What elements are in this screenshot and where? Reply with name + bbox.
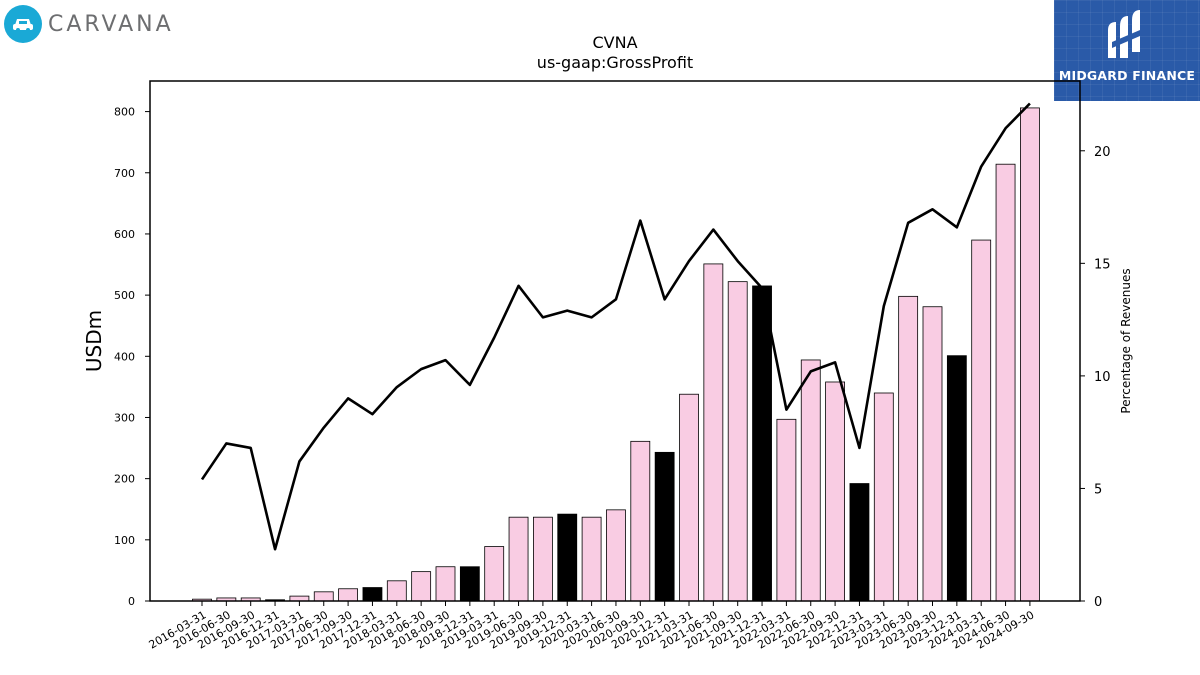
- bar-2022-03-31: [776, 418, 797, 602]
- bar-2017-06-30: [313, 591, 334, 602]
- bar-2023-06-30: [898, 295, 919, 602]
- y-tick-label: 100: [114, 534, 135, 547]
- y2-tick-label: 0: [1094, 595, 1102, 610]
- bar-2022-12-31: [849, 483, 870, 602]
- y2-tick-label: 5: [1094, 482, 1102, 497]
- bar-2017-12-31: [362, 587, 383, 602]
- y2-axis-label: Percentage of Revenues: [1119, 268, 1133, 413]
- y-tick-label: 500: [114, 289, 135, 302]
- bar-2023-03-31: [873, 392, 894, 602]
- bar-2021-06-30: [703, 263, 724, 602]
- bar-2022-06-30: [800, 359, 821, 602]
- bar-2024-09-30: [1020, 107, 1040, 602]
- bar-2019-06-30: [508, 516, 529, 602]
- bar-2023-09-30: [922, 306, 943, 602]
- plot-frame: [149, 80, 1081, 602]
- bar-2020-12-31: [654, 451, 675, 602]
- bar-2018-06-30: [411, 571, 432, 602]
- bar-2019-09-30: [533, 516, 553, 602]
- midgard-emblem-icon: [1108, 10, 1140, 58]
- bar-2024-06-30: [995, 163, 1016, 602]
- bar-2020-03-31: [581, 516, 602, 602]
- y2-tick-label: 15: [1094, 257, 1111, 272]
- car-icon: [4, 5, 42, 43]
- bar-2018-12-31: [459, 566, 480, 602]
- y2-tick-label: 10: [1094, 370, 1111, 385]
- y2-tick-label: 20: [1094, 145, 1111, 160]
- bar-2020-06-30: [606, 509, 626, 602]
- y-tick-label: 600: [114, 228, 135, 241]
- y-axis-label: USDm: [82, 310, 106, 372]
- bar-2017-09-30: [338, 588, 359, 602]
- bar-2021-09-30: [727, 281, 748, 602]
- bar-2019-03-31: [484, 546, 505, 602]
- midgard-finance-logo: MIDGARD FINANCE: [1054, 0, 1200, 101]
- left-axis: 0 100 200 300 400 500 600 700 800: [114, 106, 150, 608]
- y-tick-label: 400: [114, 350, 135, 363]
- chart-subtitle: us-gaap:GrossProfit: [537, 53, 693, 72]
- bar-2018-09-30: [435, 566, 456, 602]
- right-axis: 0 5 10 15 20: [1080, 145, 1111, 610]
- bar-2018-03-31: [386, 580, 407, 602]
- y-tick-label: 0: [128, 595, 135, 608]
- bar-2020-09-30: [630, 440, 651, 602]
- y-tick-label: 200: [114, 473, 135, 486]
- bar-2022-09-30: [825, 381, 845, 602]
- bar-2021-03-31: [679, 393, 699, 602]
- bar-2019-12-31: [557, 513, 578, 602]
- carvana-logo: CARVANA: [4, 4, 174, 44]
- bar-2023-12-31: [946, 355, 967, 602]
- x-axis: 2016-03-312016-06-302016-09-302016-12-31…: [147, 601, 1036, 652]
- chart-title: CVNA: [592, 33, 637, 52]
- line-series: [200, 102, 1031, 551]
- carvana-wordmark: CARVANA: [48, 11, 174, 37]
- bar-2021-12-31: [752, 285, 772, 602]
- midgard-finance-name: MIDGARD FINANCE: [1058, 68, 1196, 83]
- y-tick-label: 800: [114, 106, 135, 119]
- y-tick-label: 300: [114, 411, 135, 424]
- bar-series: [192, 107, 1040, 602]
- y-tick-label: 700: [114, 167, 135, 180]
- bar-2024-03-31: [971, 239, 992, 602]
